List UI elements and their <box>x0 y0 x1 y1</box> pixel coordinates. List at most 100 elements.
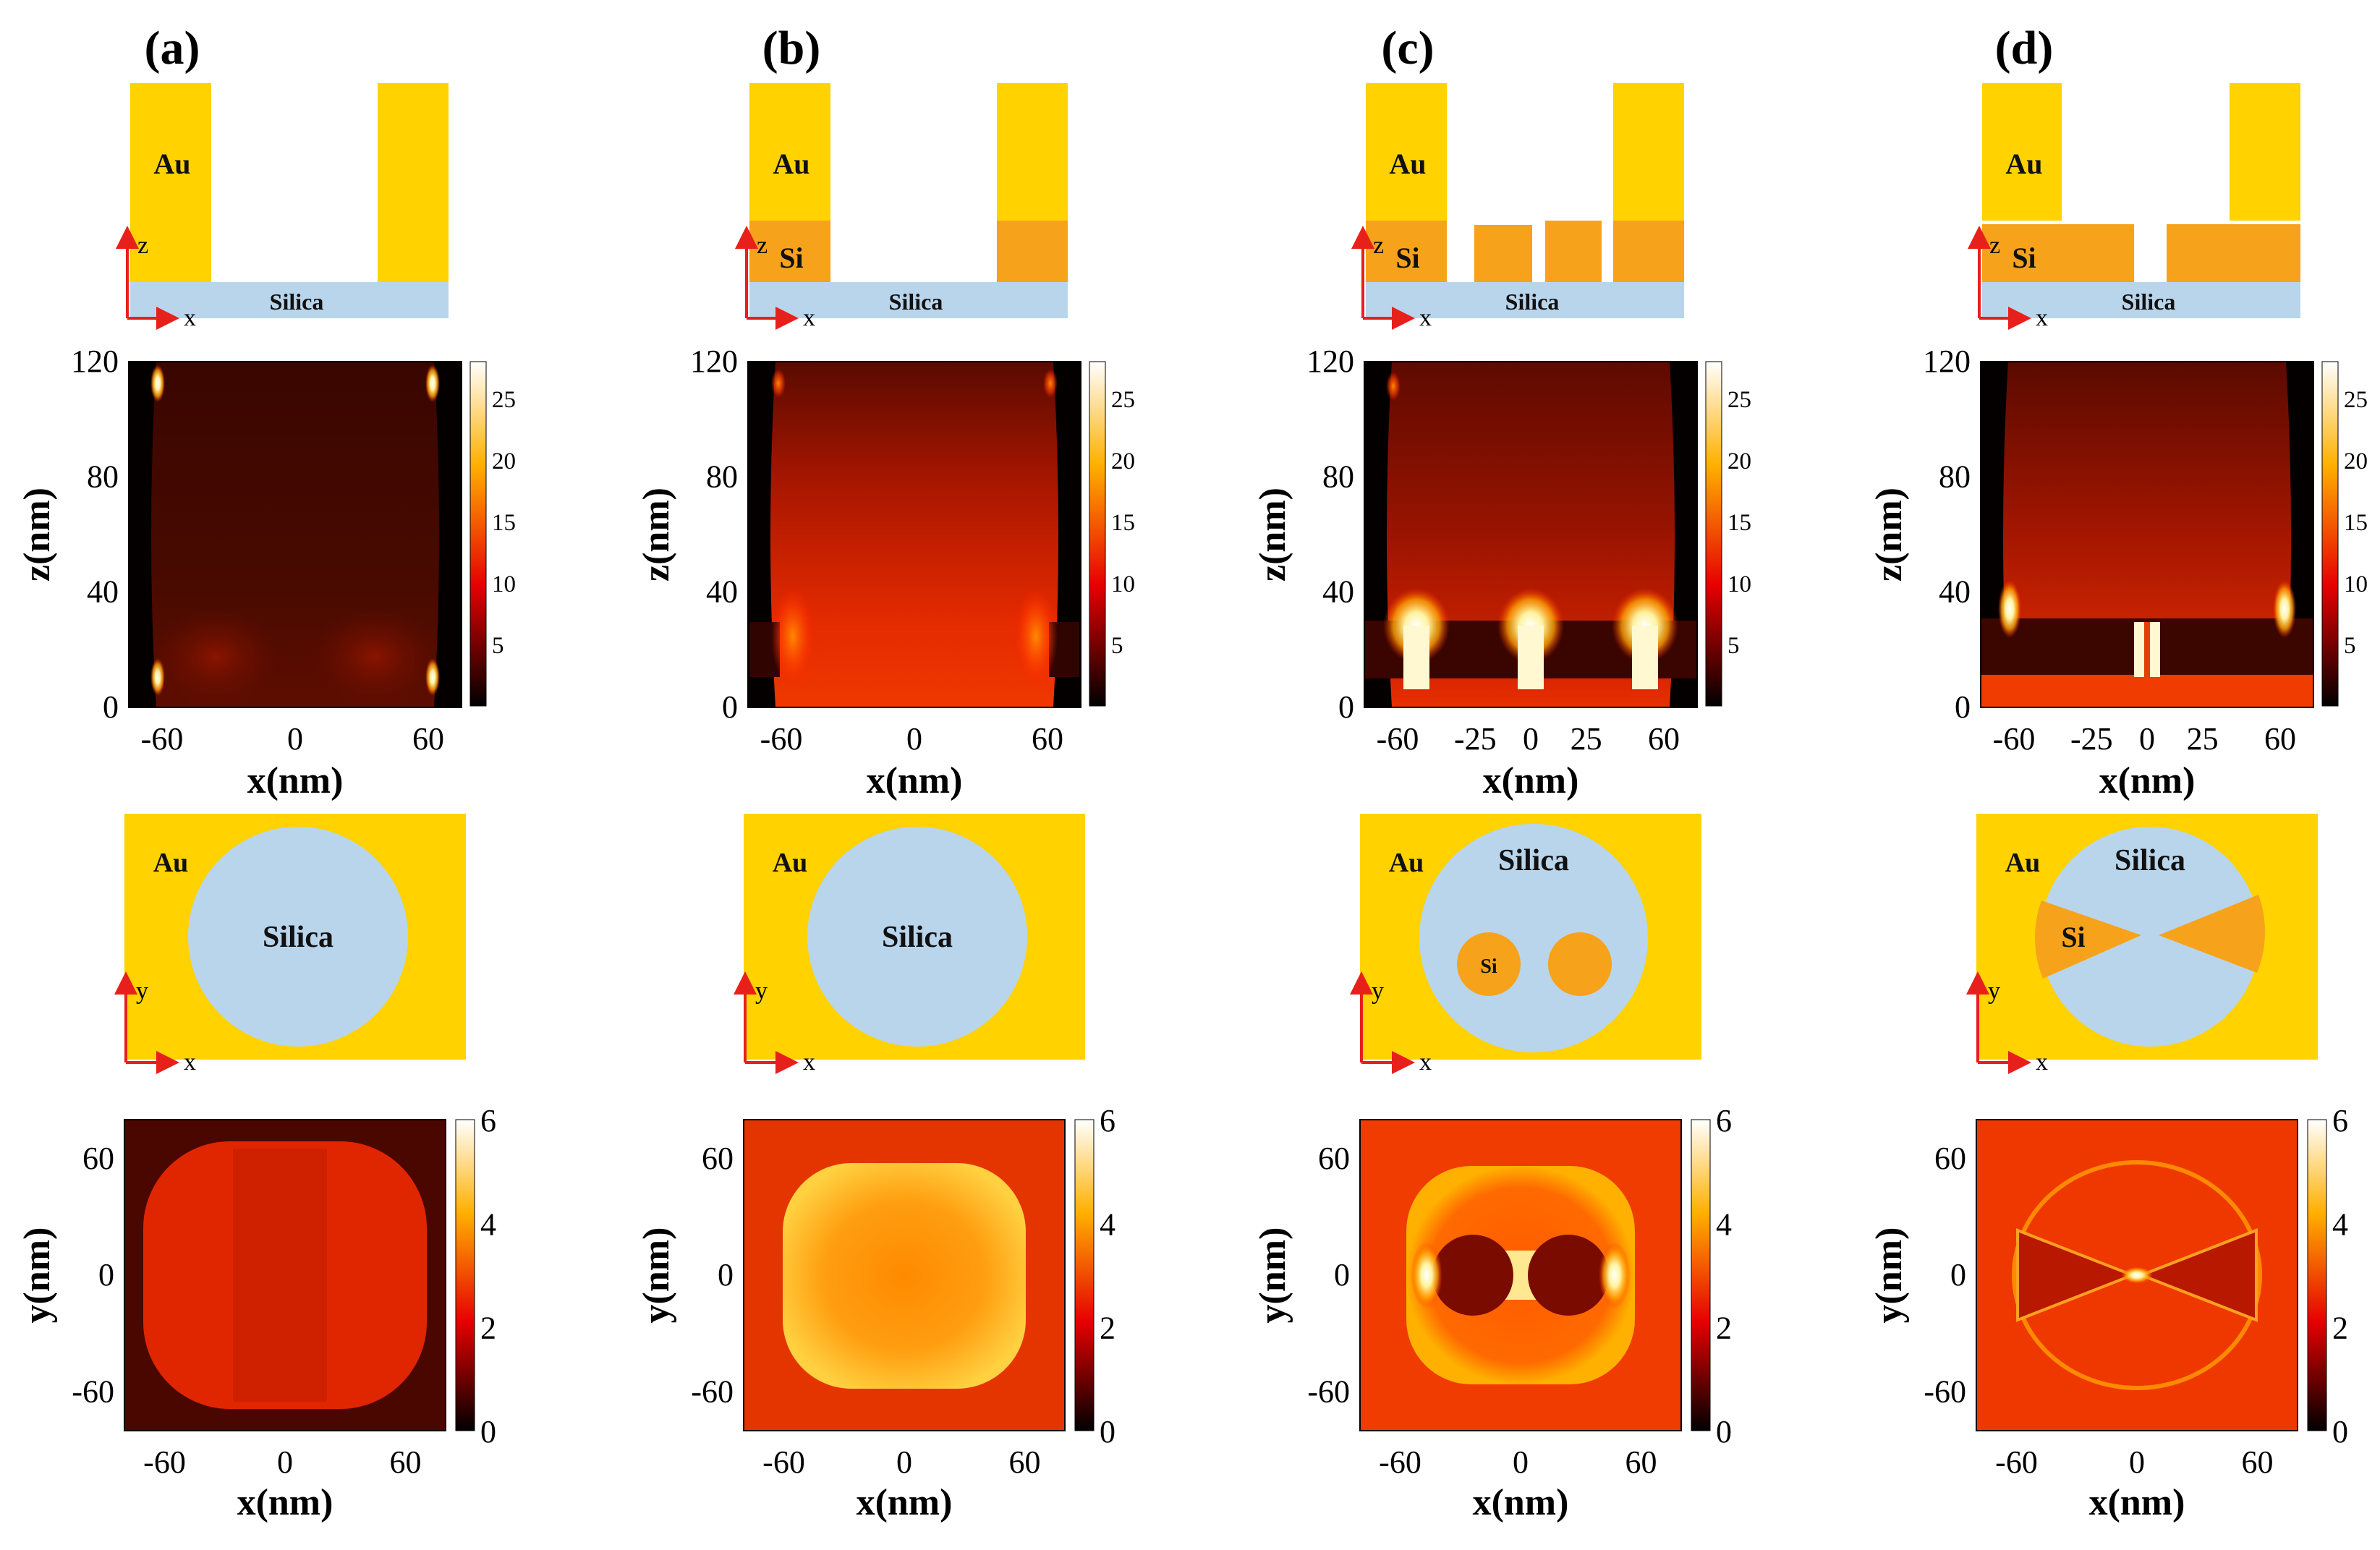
z-tick: 120 <box>71 344 119 379</box>
si-block-2 <box>1545 221 1602 282</box>
au-label: Au <box>2005 848 2041 878</box>
x-tick: 60 <box>1032 721 1063 757</box>
z-coord-label: z <box>1989 232 2000 259</box>
xy-colorbar-tick: 6 <box>1100 1103 1115 1138</box>
xz-field-map: 25 20 15 10 5 120 80 40 0 -60 -25 0 25 60 x(nm) z(nm) <box>1252 344 1751 801</box>
x-tick: 0 <box>1513 1444 1529 1480</box>
silica-aperture <box>2040 827 2260 1047</box>
glow <box>150 606 281 707</box>
x-coord-label: x <box>803 305 815 331</box>
x-axis-label: x(nm) <box>237 1482 333 1523</box>
au-label: Au <box>153 148 190 180</box>
hotspot <box>1411 1242 1442 1308</box>
silica-aperture <box>807 827 1027 1047</box>
x-tick: 60 <box>412 721 444 757</box>
silica-label: Silica <box>2115 844 2185 877</box>
xz-colorbar-tick: 25 <box>1727 387 1751 413</box>
x-axis-label: x(nm) <box>2099 760 2196 801</box>
xz-colorbar-tick: 5 <box>492 633 504 659</box>
z-tick: 80 <box>706 459 738 494</box>
y-tick: -60 <box>1924 1374 1966 1409</box>
y-tick: -60 <box>691 1374 734 1409</box>
si-layer-right <box>997 221 1068 282</box>
x-tick: -25 <box>1454 721 1497 757</box>
silica-label: Silica <box>1505 289 1560 315</box>
bowtie-right-field <box>2137 1228 2258 1322</box>
xy-field-map: 6 4 2 0 60 0 -60 -60 0 60 x(nm) y(nm) <box>1252 1103 1732 1523</box>
z-coord-label: z <box>1373 232 1384 259</box>
silica-substrate <box>749 282 1068 318</box>
z-tick: 0 <box>722 689 738 725</box>
xz-schematic: Au Si Silica x z <box>735 83 1068 331</box>
x-axis-label: x(nm) <box>247 760 344 801</box>
x-tick: -60 <box>1377 721 1419 757</box>
si-disk-left-field <box>1432 1235 1513 1316</box>
xy-colorbar <box>1074 1119 1095 1431</box>
x-tick: 0 <box>2129 1444 2145 1480</box>
panel-label: (a) <box>145 22 200 74</box>
z-tick: 40 <box>1322 574 1354 610</box>
xz-schematic: Au Si Silica x z <box>1968 83 2300 331</box>
panel-label: (d) <box>1995 22 2054 74</box>
si-layer-right <box>1613 221 1684 282</box>
si-layer-left <box>1982 224 2134 282</box>
xy-colorbar-tick: 6 <box>480 1103 496 1138</box>
corner-hotspot <box>1386 372 1401 401</box>
si-label: Si <box>1480 955 1497 978</box>
z-coord-label: z <box>757 232 768 259</box>
z-tick: 40 <box>706 574 738 610</box>
si-disk-right-field <box>1528 1235 1609 1316</box>
si-label: Si <box>2012 242 2036 274</box>
plot-frame <box>1359 1119 1682 1431</box>
x-tick: -60 <box>760 721 803 757</box>
y-tick: 0 <box>1334 1257 1350 1293</box>
hotspot <box>1599 1242 1631 1308</box>
panel-label: (b) <box>762 22 821 74</box>
x-tick: 0 <box>896 1444 912 1480</box>
xy-colorbar-tick: 0 <box>1100 1414 1115 1449</box>
y-tick: 60 <box>82 1141 114 1176</box>
xz-colorbar-tick: 15 <box>1727 510 1751 536</box>
xz-schematic: Au Si Silica x z <box>1351 83 1684 331</box>
y-tick: -60 <box>72 1374 114 1409</box>
xz-colorbar-tick: 10 <box>2344 571 2368 597</box>
xz-colorbar-tick: 20 <box>2344 448 2368 474</box>
z-tick: 80 <box>1939 459 1971 494</box>
si-bowtie-right <box>2159 895 2265 973</box>
corner-hotspot <box>1043 369 1058 398</box>
xz-colorbar-tick: 5 <box>2344 633 2356 659</box>
xy-schematic: Au Silica x y <box>114 814 466 1076</box>
silica-label: Silica <box>2122 289 2176 315</box>
plot-frame <box>1980 361 2314 708</box>
z-tick: 120 <box>690 344 738 379</box>
y-axis-label: y(nm) <box>1252 1227 1293 1324</box>
xz-colorbar-tick: 15 <box>492 510 516 536</box>
silica-label: Silica <box>270 289 324 315</box>
z-axis-label: z(nm) <box>1869 487 1910 582</box>
gold-pillar-right <box>997 83 1068 221</box>
xy-colorbar-tick: 6 <box>2332 1103 2348 1138</box>
x-tick: 60 <box>2264 721 2296 757</box>
hotspot <box>1014 586 1058 687</box>
gold-pillar-right <box>2230 83 2300 221</box>
z-tick: 0 <box>1955 689 1971 725</box>
xz-field-map: 25 20 15 10 5 120 80 40 0 -60 -25 0 25 60 x(nm) z(nm) <box>1869 344 2368 801</box>
y-tick: 0 <box>718 1257 734 1293</box>
xz-colorbar-tick: 5 <box>1111 633 1123 659</box>
y-axis-label: y(nm) <box>636 1227 677 1324</box>
si-label: Si <box>2061 921 2085 953</box>
xz-schematic: Au Silica x z <box>116 83 449 331</box>
panel-label: (c) <box>1381 22 1434 74</box>
si-bowtie-left <box>2035 900 2141 979</box>
xz-colorbar-tick: 20 <box>1111 448 1135 474</box>
x-tick: 60 <box>1625 1444 1657 1480</box>
x-coord-label: x <box>184 1049 196 1076</box>
si-disk-left <box>1457 932 1521 996</box>
si-disk-right <box>1548 932 1612 996</box>
gold-pillar-left <box>130 83 211 282</box>
xy-colorbar-tick: 2 <box>480 1311 496 1346</box>
x-axis-label: x(nm) <box>867 760 963 801</box>
